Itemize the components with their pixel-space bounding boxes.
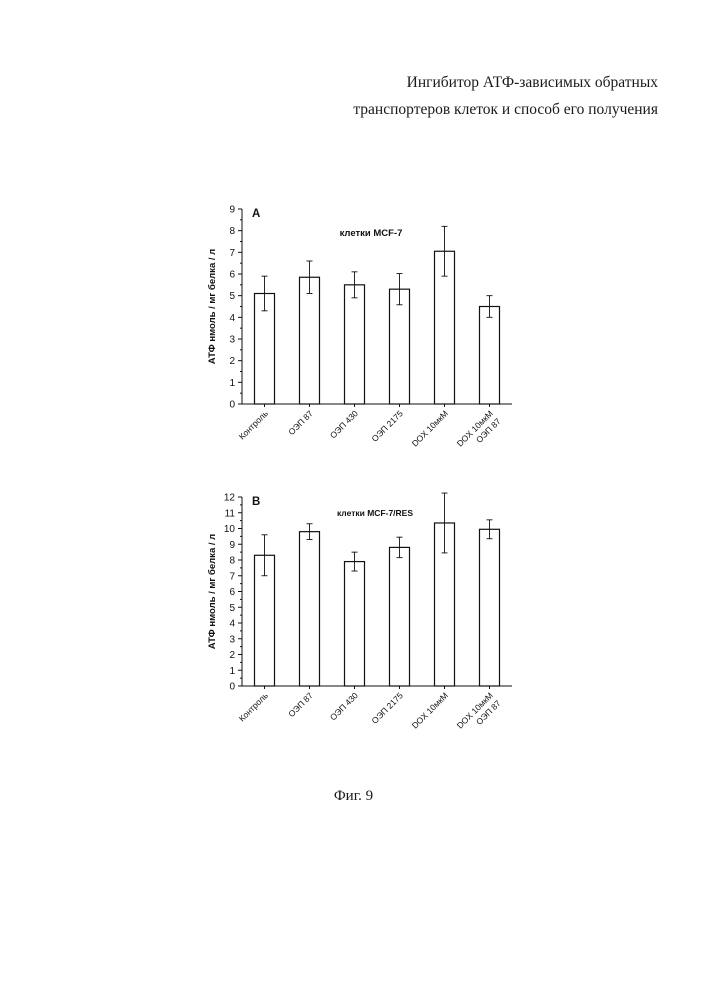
chart-0-y-tick-label: 4 [229, 313, 235, 324]
chart-1-x-tick-label: ОЭП 87 [286, 690, 315, 719]
chart-0-bar [300, 277, 320, 404]
chart-0-bar [390, 289, 410, 404]
chart-1-x-tick-label: Контроль [237, 690, 271, 724]
chart-1-x-tick-label: ОЭП 2175 [369, 690, 405, 726]
chart-1-bar [300, 532, 320, 686]
chart-0-y-tick-label: 3 [229, 335, 235, 346]
chart-1-y-tick-label: 4 [229, 619, 235, 630]
chart-1-x-tick-label-line: ОЭП 430 [328, 690, 360, 722]
chart-1-x-tick-label-line: Контроль [237, 690, 271, 724]
chart-1-panel-label: B [252, 496, 260, 508]
chart-1-title: клетки MCF-7/RES [337, 508, 413, 518]
chart-0-y-tick-label: 2 [229, 356, 235, 367]
chart-0-x-tick-label-line: DOX 10мкМ [410, 408, 450, 448]
document-title-line-2: транспортеров клеток и способ его получе… [353, 101, 658, 119]
chart-0-x-tick-label-line: ОЭП 430 [328, 408, 360, 440]
chart-1-x-tick-label-line: ОЭП 2175 [369, 690, 405, 726]
chart-1-y-tick-label: 5 [229, 603, 235, 614]
chart-1-x-tick-label: DOX 10мкМ [410, 690, 450, 730]
chart-0-y-tick-label: 8 [229, 226, 235, 237]
chart-1-y-tick-label: 8 [229, 556, 235, 567]
chart-panel-b: 0123456789101112КонтрольОЭП 87ОЭП 430ОЭП… [0, 483, 707, 763]
chart-0-y-tick-label: 0 [229, 400, 235, 411]
chart-0-y-tick-label: 1 [229, 378, 235, 389]
chart-1-bar [390, 547, 410, 686]
chart-0-y-tick-label: 9 [229, 205, 235, 216]
chart-1-y-tick-label: 6 [229, 587, 235, 598]
chart-1-x-tick-label-line: ОЭП 87 [286, 690, 315, 719]
document-title-line-1: Ингибитор АТФ-зависимых обратных [407, 74, 658, 92]
chart-0-bar [480, 307, 500, 405]
figure-caption: Фиг. 9 [0, 788, 707, 805]
chart-panel-a: 0123456789КонтрольОЭП 87ОЭП 430ОЭП 2175D… [0, 195, 707, 485]
chart-1-y-axis-label: АТФ нмоль / мг белка / л [207, 534, 218, 649]
chart-1-y-tick-label: 2 [229, 650, 235, 661]
chart-0-x-tick-label-line: Контроль [237, 408, 271, 442]
chart-0-x-tick-label: ОЭП 430 [328, 408, 360, 440]
chart-0-y-tick-label: 6 [229, 270, 235, 281]
chart-1-bar [480, 529, 500, 686]
chart-1-y-tick-label: 7 [229, 571, 235, 582]
chart-0-bar [345, 285, 365, 404]
chart-1-x-tick-label-line: DOX 10мкМ [410, 690, 450, 730]
chart-0-x-tick-label-line: ОЭП 2175 [369, 408, 405, 444]
chart-1-y-tick-label: 10 [224, 524, 236, 535]
chart-0-x-tick-label: DOX 10мкМОЭП 87 [455, 408, 503, 456]
chart-0-x-tick-label: ОЭП 2175 [369, 408, 405, 444]
chart-1-y-tick-label: 9 [229, 540, 235, 551]
chart-1-y-tick-label: 12 [224, 493, 236, 504]
chart-1-y-tick-label: 1 [229, 666, 235, 677]
chart-0-y-tick-label: 7 [229, 248, 235, 259]
chart-1-bar [345, 562, 365, 686]
chart-0-x-tick-label-line: ОЭП 87 [286, 408, 315, 437]
chart-1-y-tick-label: 0 [229, 682, 235, 693]
chart-0-x-tick-label: Контроль [237, 408, 271, 442]
chart-0-title: клетки MCF-7 [340, 228, 403, 239]
chart-0-panel-label: A [252, 208, 260, 220]
chart-1-x-tick-label: ОЭП 430 [328, 690, 360, 722]
chart-0-x-tick-label: DOX 10мкМ [410, 408, 450, 448]
chart-1-y-tick-label: 11 [225, 508, 236, 519]
chart-1-x-tick-label: DOX 10мкМОЭП 87 [455, 690, 503, 738]
chart-1-y-tick-label: 3 [229, 634, 235, 645]
chart-0-y-axis-label: АТФ нмоль / мг белка / л [207, 249, 218, 364]
chart-0-x-tick-label: ОЭП 87 [286, 408, 315, 437]
chart-0-y-tick-label: 5 [229, 291, 235, 302]
